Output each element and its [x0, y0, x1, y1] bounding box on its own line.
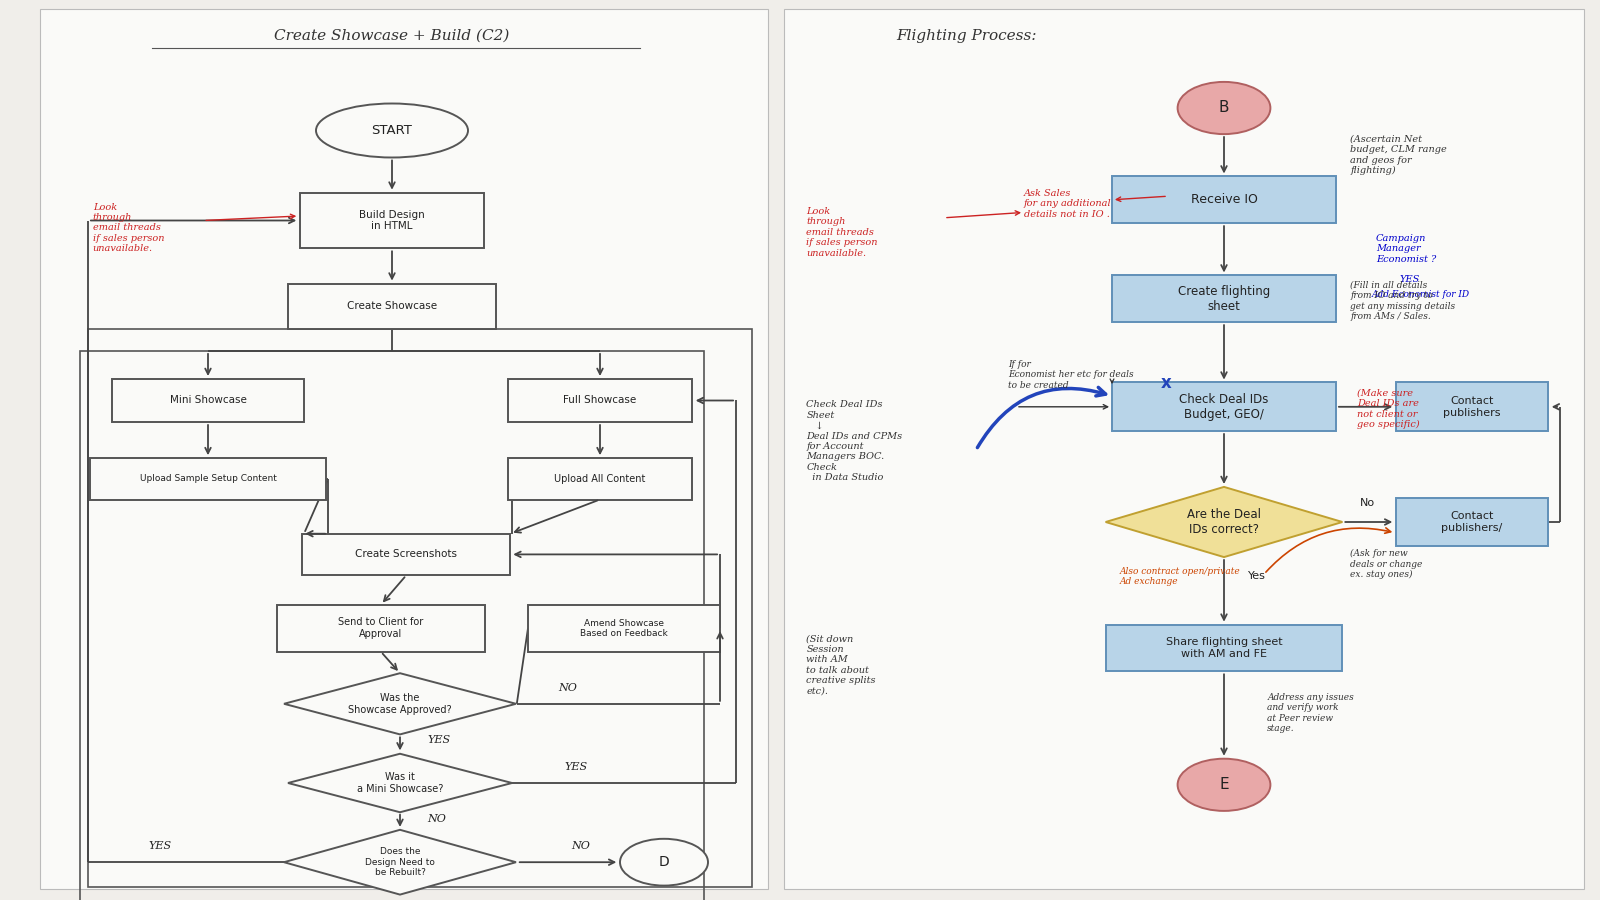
- Text: Was the
Showcase Approved?: Was the Showcase Approved?: [349, 693, 451, 715]
- Text: Yes: Yes: [1248, 571, 1266, 581]
- Text: Share flighting sheet
with AM and FE: Share flighting sheet with AM and FE: [1166, 637, 1282, 659]
- Text: D: D: [659, 855, 669, 869]
- FancyBboxPatch shape: [277, 605, 485, 652]
- FancyBboxPatch shape: [1395, 382, 1549, 431]
- Text: Are the Deal
IDs correct?: Are the Deal IDs correct?: [1187, 508, 1261, 536]
- Text: Create Showcase: Create Showcase: [347, 301, 437, 311]
- Text: Does the
Design Need to
be Rebuilt?: Does the Design Need to be Rebuilt?: [365, 847, 435, 878]
- FancyBboxPatch shape: [509, 379, 691, 422]
- FancyArrowPatch shape: [978, 387, 1106, 447]
- FancyBboxPatch shape: [288, 284, 496, 328]
- Polygon shape: [285, 830, 515, 895]
- Text: YES: YES: [565, 762, 587, 772]
- FancyBboxPatch shape: [1395, 498, 1549, 546]
- Polygon shape: [285, 673, 515, 734]
- Text: Send to Client for
Approval: Send to Client for Approval: [338, 617, 424, 639]
- Text: B: B: [1219, 101, 1229, 115]
- Text: Contact
publishers/: Contact publishers/: [1442, 511, 1502, 533]
- Ellipse shape: [317, 104, 467, 158]
- Text: NO: NO: [558, 683, 578, 693]
- Text: YES: YES: [1400, 274, 1421, 284]
- Text: Look
through
email threads
if sales person
unavailable.: Look through email threads if sales pers…: [806, 207, 878, 257]
- Text: NO: NO: [427, 814, 446, 824]
- Text: Add Economist for ID: Add Economist for ID: [1371, 290, 1469, 299]
- Text: No: No: [1360, 498, 1374, 508]
- Text: Amend Showcase
Based on Feedback: Amend Showcase Based on Feedback: [581, 618, 667, 638]
- Text: Upload Sample Setup Content: Upload Sample Setup Content: [139, 474, 277, 483]
- Text: Create flighting
sheet: Create flighting sheet: [1178, 284, 1270, 313]
- Text: (Ask for new
deals or change
ex. stay ones): (Ask for new deals or change ex. stay on…: [1350, 549, 1422, 579]
- FancyBboxPatch shape: [302, 534, 510, 575]
- FancyArrowPatch shape: [1266, 527, 1390, 572]
- FancyBboxPatch shape: [784, 9, 1584, 889]
- Text: Also contract open/private
Ad exchange: Also contract open/private Ad exchange: [1120, 567, 1240, 587]
- Text: Campaign
Manager
Economist ?: Campaign Manager Economist ?: [1376, 234, 1437, 264]
- Text: Upload All Content: Upload All Content: [554, 473, 646, 484]
- Text: Receive IO: Receive IO: [1190, 194, 1258, 206]
- Text: Build Design
in HTML: Build Design in HTML: [358, 210, 426, 231]
- Ellipse shape: [621, 839, 707, 886]
- FancyBboxPatch shape: [1112, 275, 1336, 322]
- FancyBboxPatch shape: [90, 458, 326, 500]
- Ellipse shape: [1178, 82, 1270, 134]
- Text: Ask Sales
for any additional
details not in IO .: Ask Sales for any additional details not…: [1024, 189, 1112, 219]
- FancyBboxPatch shape: [1112, 382, 1336, 431]
- Text: Was it
a Mini Showcase?: Was it a Mini Showcase?: [357, 772, 443, 794]
- Text: (Sit down
Session
with AM
to talk about
creative splits
etc).: (Sit down Session with AM to talk about …: [806, 634, 875, 696]
- FancyBboxPatch shape: [509, 458, 691, 500]
- FancyBboxPatch shape: [1112, 176, 1336, 223]
- FancyBboxPatch shape: [1106, 625, 1342, 671]
- Ellipse shape: [1178, 759, 1270, 811]
- Text: NO: NO: [571, 842, 590, 851]
- FancyBboxPatch shape: [528, 605, 720, 652]
- Polygon shape: [288, 754, 512, 812]
- Text: If for
Economist her etc for deals
to be created: If for Economist her etc for deals to be…: [1008, 360, 1134, 390]
- Polygon shape: [1106, 487, 1342, 557]
- Text: x: x: [1162, 374, 1171, 392]
- Text: Mini Showcase: Mini Showcase: [170, 395, 246, 406]
- Text: (Make sure
Deal IDs are
not client or
geo specific): (Make sure Deal IDs are not client or ge…: [1357, 389, 1419, 429]
- Text: START: START: [371, 124, 413, 137]
- FancyBboxPatch shape: [40, 9, 768, 889]
- Text: (Ascertain Net
budget, CLM range
and geos for
flighting): (Ascertain Net budget, CLM range and geo…: [1350, 135, 1446, 176]
- Text: Address any issues
and verify work
at Peer review
stage.: Address any issues and verify work at Pe…: [1267, 693, 1354, 733]
- FancyBboxPatch shape: [301, 193, 483, 248]
- Text: YES: YES: [427, 734, 450, 745]
- Text: Contact
publishers: Contact publishers: [1443, 396, 1501, 418]
- Text: E: E: [1219, 778, 1229, 792]
- Text: Create Showcase + Build (C2): Create Showcase + Build (C2): [274, 29, 510, 43]
- Text: Full Showcase: Full Showcase: [563, 395, 637, 406]
- Text: YES: YES: [149, 842, 171, 851]
- Text: Check Deal IDs
Sheet
   ↓
Deal IDs and CPMs
for Account
Managers BOC.
Check
  in: Check Deal IDs Sheet ↓ Deal IDs and CPMs…: [806, 400, 902, 482]
- Text: Create Screenshots: Create Screenshots: [355, 549, 458, 560]
- FancyBboxPatch shape: [112, 379, 304, 422]
- Text: Look
through
email threads
if sales person
unavailable.: Look through email threads if sales pers…: [93, 202, 165, 253]
- Text: Check Deal IDs
Budget, GEO/: Check Deal IDs Budget, GEO/: [1179, 392, 1269, 421]
- Text: (Fill in all details
from IO and try to
get any missing details
from AMs / Sales: (Fill in all details from IO and try to …: [1350, 281, 1456, 321]
- Text: Flighting Process:: Flighting Process:: [896, 29, 1037, 43]
